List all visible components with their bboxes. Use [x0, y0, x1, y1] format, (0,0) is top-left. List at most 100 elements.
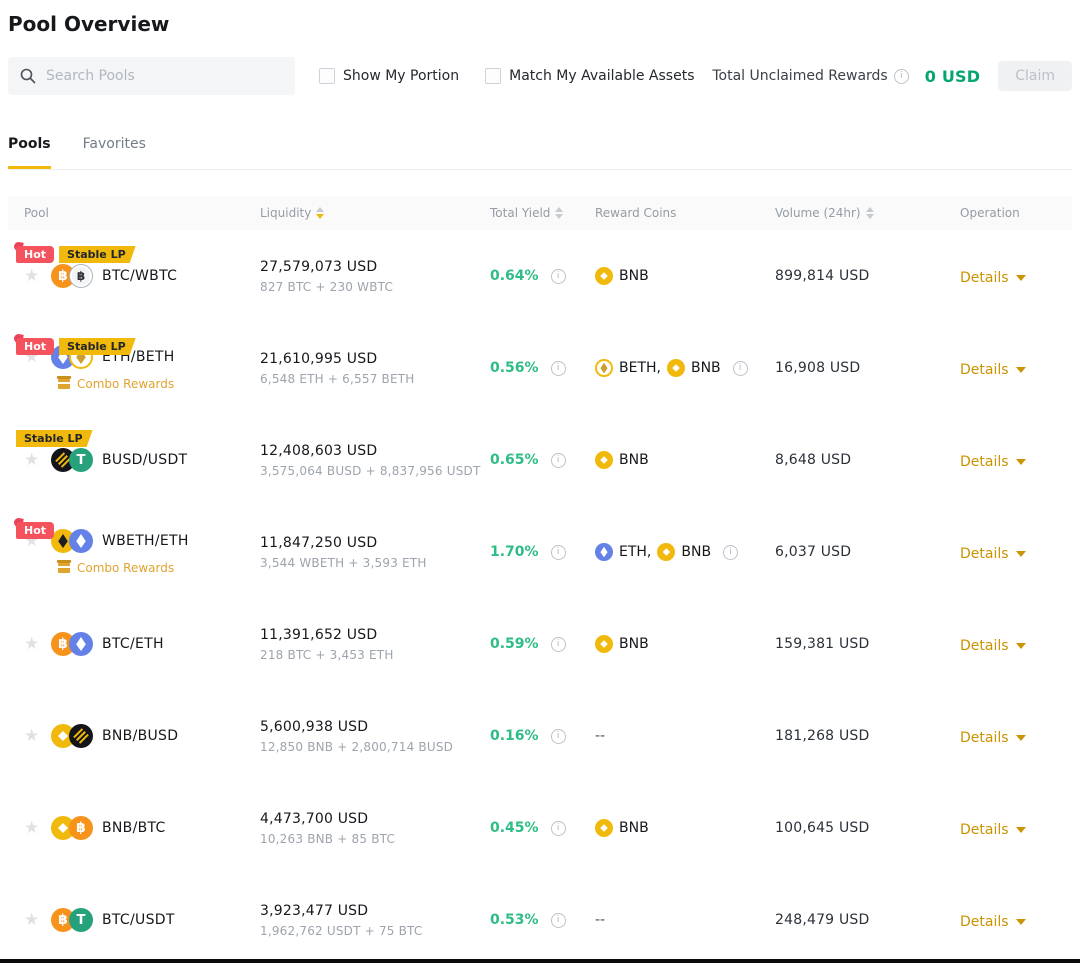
reward-coin-label: BNB	[619, 268, 649, 284]
info-icon[interactable]: i	[550, 360, 566, 376]
total-yield-value: 0.16%	[490, 728, 539, 744]
total-yield-value: 0.53%	[490, 912, 539, 928]
bnb-icon	[666, 359, 685, 377]
eth-icon	[69, 529, 93, 553]
sort-icon-liquidity[interactable]	[316, 207, 325, 219]
column-header-total-yield[interactable]: Total Yield	[490, 206, 595, 220]
info-icon[interactable]: i	[732, 360, 748, 376]
details-button[interactable]: Details	[960, 546, 1026, 562]
tab-bar: Pools Favorites	[8, 136, 1072, 169]
sort-icon-total-yield[interactable]	[555, 207, 564, 219]
usdt-icon	[69, 448, 93, 472]
volume-value: 16,908 USD	[775, 360, 861, 376]
search-box[interactable]	[8, 57, 295, 95]
gift-icon	[57, 376, 71, 389]
tab-favorites[interactable]: Favorites	[82, 136, 146, 152]
stable-lp-badge: Stable LP	[16, 430, 93, 447]
stable-lp-badge: Stable LP	[59, 338, 136, 355]
stable-lp-badge: Stable LP	[59, 246, 136, 263]
bnb-icon	[657, 543, 676, 561]
reward-coin-label: BNB	[619, 636, 649, 652]
details-button[interactable]: Details	[960, 638, 1026, 654]
info-icon[interactable]: i	[893, 68, 909, 84]
info-icon[interactable]: i	[550, 268, 566, 284]
pool-name: WBETH/ETH	[102, 533, 189, 549]
liquidity-value: 5,600,938 USD	[260, 718, 369, 735]
pool-name: BTC/ETH	[102, 636, 164, 652]
reward-coin-label: BNB	[619, 820, 649, 836]
details-button[interactable]: Details	[960, 454, 1026, 470]
volume-value: 159,381 USD	[775, 636, 870, 652]
favorite-star-icon[interactable]: ★	[24, 726, 40, 746]
liquidity-detail: 1,962,762 USDT + 75 BTC	[260, 923, 423, 938]
liquidity-value: 3,923,477 USD	[260, 902, 369, 919]
badge-strip: Hot	[16, 522, 55, 539]
details-button[interactable]: Details	[960, 730, 1026, 746]
reward-coin-empty: --	[595, 912, 606, 928]
liquidity-detail: 827 BTC + 230 WBTC	[260, 279, 394, 294]
info-icon[interactable]: i	[550, 452, 566, 468]
column-header-operation: Operation	[960, 206, 1020, 220]
total-yield-value: 0.56%	[490, 360, 539, 376]
show-my-portion-label: Show My Portion	[343, 68, 460, 84]
wbtc-icon	[69, 264, 93, 288]
show-my-portion-checkbox[interactable]	[319, 68, 335, 84]
favorite-star-icon[interactable]: ★	[24, 634, 40, 654]
favorite-star-icon[interactable]: ★	[24, 910, 40, 930]
liquidity-value: 12,408,603 USD	[260, 442, 378, 459]
chevron-down-icon	[1015, 918, 1026, 925]
search-input[interactable]	[46, 68, 283, 84]
total-yield-value: 0.45%	[490, 820, 539, 836]
liquidity-detail: 6,548 ETH + 6,557 BETH	[260, 371, 415, 386]
column-header-pool: Pool	[24, 206, 49, 220]
gift-icon	[57, 560, 71, 573]
liquidity-value: 21,610,995 USD	[260, 350, 378, 367]
liquidity-detail: 3,575,064 BUSD + 8,837,956 USDT	[260, 463, 481, 478]
details-button[interactable]: Details	[960, 822, 1026, 838]
table-row: Hot Stable LP ★ ETH/BETH Combo Rewards 2…	[8, 322, 1072, 414]
pool-name: BNB/BTC	[102, 820, 166, 836]
tab-pools[interactable]: Pools	[8, 136, 51, 169]
column-header-liquidity[interactable]: Liquidity	[260, 206, 490, 220]
info-icon[interactable]: i	[550, 636, 566, 652]
match-available-assets-checkbox[interactable]	[485, 68, 502, 84]
column-header-volume[interactable]: Volume (24hr)	[775, 206, 960, 220]
info-icon[interactable]: i	[550, 820, 566, 836]
match-available-assets-label: Match My Available Assets	[509, 68, 695, 84]
table-row: Hot Stable LP ★ BTC/WBTC 27,579,073 USD …	[8, 230, 1072, 322]
info-icon[interactable]: i	[723, 544, 739, 560]
details-button[interactable]: Details	[960, 914, 1026, 930]
total-yield-value: 0.64%	[490, 268, 539, 284]
reward-coin-label: BNB	[681, 544, 712, 560]
btc-icon	[69, 816, 93, 840]
badge-strip: Hot Stable LP	[16, 338, 136, 355]
reward-coin-label: BNB	[619, 452, 649, 468]
sort-icon-volume[interactable]	[865, 207, 874, 219]
info-icon[interactable]: i	[550, 728, 566, 744]
favorite-star-icon[interactable]: ★	[24, 266, 40, 286]
busd-icon	[69, 724, 93, 748]
pool-name: BNB/BUSD	[102, 728, 179, 744]
liquidity-value: 11,847,250 USD	[260, 534, 378, 551]
total-yield-value: 1.70%	[490, 544, 539, 560]
combo-rewards-tag: Combo Rewards	[57, 376, 260, 391]
table-row: ★ BTC/ETH 11,391,652 USD 218 BTC + 3,453…	[8, 598, 1072, 690]
match-available-assets-option[interactable]: Match My Available Assets	[485, 68, 695, 84]
favorite-star-icon[interactable]: ★	[24, 818, 40, 838]
toolbar: Show My Portion Match My Available Asset…	[8, 56, 1072, 96]
pool-name: BTC/WBTC	[102, 268, 178, 284]
pool-name: BUSD/USDT	[102, 452, 188, 468]
favorite-star-icon[interactable]: ★	[24, 450, 40, 470]
show-my-portion-option[interactable]: Show My Portion	[319, 68, 459, 84]
liquidity-value: 4,473,700 USD	[260, 810, 369, 827]
info-icon[interactable]: i	[550, 544, 566, 560]
bnb-icon	[595, 451, 613, 469]
info-icon[interactable]: i	[550, 912, 566, 928]
details-button[interactable]: Details	[960, 362, 1026, 378]
bnb-icon	[595, 635, 613, 653]
volume-value: 181,268 USD	[775, 728, 870, 744]
details-button[interactable]: Details	[960, 270, 1026, 286]
liquidity-detail: 10,263 BNB + 85 BTC	[260, 831, 396, 846]
volume-value: 8,648 USD	[775, 452, 852, 468]
claim-button[interactable]: Claim	[998, 61, 1072, 91]
